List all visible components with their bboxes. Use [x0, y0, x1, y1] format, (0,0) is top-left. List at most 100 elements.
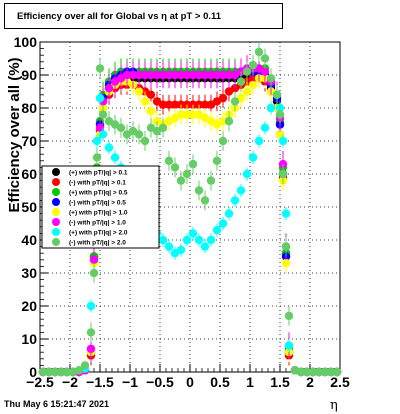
- data-point: [74, 366, 84, 375]
- data-point: [122, 70, 132, 80]
- data-point: [260, 54, 270, 63]
- timestamp: Thu May 6 15:21:47 2021: [4, 399, 110, 409]
- data-point: [332, 367, 342, 377]
- data-point: [95, 64, 105, 73]
- data-point: [182, 70, 192, 80]
- data-point: [194, 235, 204, 245]
- data-point: [326, 367, 336, 377]
- data-point: [200, 196, 210, 205]
- data-point: [158, 100, 168, 109]
- data-point: [128, 70, 138, 80]
- data-point: [146, 90, 156, 100]
- data-point: [248, 80, 258, 90]
- legend-marker: [52, 198, 60, 206]
- chart-title: Efficiency over all for Global vs η at p…: [4, 3, 283, 29]
- data-point: [254, 47, 264, 57]
- data-point: [164, 156, 174, 165]
- data-point: [170, 163, 180, 172]
- x-tick-label: −1.5: [86, 374, 114, 390]
- data-point: [194, 186, 204, 195]
- data-point: [242, 87, 252, 96]
- y-tick-label: 90: [21, 67, 37, 83]
- x-tick-label: 0.5: [210, 374, 230, 390]
- data-point: [278, 136, 288, 146]
- data-point: [92, 153, 102, 162]
- data-point: [152, 70, 162, 80]
- data-point: [218, 136, 228, 146]
- data-point: [254, 136, 264, 146]
- data-point: [140, 70, 150, 80]
- x-tick-label: 1: [246, 374, 254, 390]
- data-point: [140, 136, 150, 146]
- data-point: [164, 70, 174, 80]
- data-point: [275, 110, 285, 119]
- data-point: [212, 225, 222, 235]
- data-point: [314, 367, 324, 377]
- x-tick-label: −2.5: [26, 374, 54, 390]
- x-tick-label: 2.5: [330, 374, 350, 390]
- data-point: [206, 70, 216, 80]
- data-point: [86, 301, 96, 311]
- data-point: [188, 229, 198, 238]
- data-point: [206, 235, 216, 245]
- data-point: [134, 130, 144, 139]
- y-axis-label: Efficiency over all (%): [6, 57, 23, 213]
- legend-entry: (+) with pT/|q| > 0.5: [69, 190, 128, 197]
- data-point: [260, 123, 270, 132]
- data-point: [182, 110, 192, 119]
- data-point: [104, 84, 114, 93]
- data-point: [248, 60, 258, 70]
- data-point: [176, 70, 186, 80]
- data-point: [182, 169, 192, 179]
- x-tick-label: 0: [186, 374, 194, 390]
- data-point: [170, 70, 180, 80]
- data-point: [89, 268, 99, 278]
- data-point: [95, 93, 105, 103]
- legend-marker: [52, 188, 60, 196]
- legend-entry: (-) with pT/|q| > 1.0: [69, 220, 126, 227]
- data-point: [158, 123, 168, 132]
- data-point: [110, 153, 120, 162]
- data-markers: [38, 42, 342, 377]
- legend-entry: (+) with pT/|q| > 1.0: [69, 210, 128, 217]
- data-point: [206, 176, 216, 185]
- y-tick-label: 80: [21, 100, 37, 116]
- data-point: [188, 70, 198, 80]
- y-tick-label: 40: [21, 232, 37, 248]
- x-tick-label: 2: [306, 374, 314, 390]
- data-point: [44, 367, 54, 377]
- data-point: [308, 367, 318, 377]
- data-point: [164, 100, 174, 109]
- data-point: [200, 70, 210, 80]
- data-point: [80, 361, 90, 370]
- data-point: [266, 74, 276, 83]
- data-point: [95, 123, 105, 132]
- data-point: [272, 90, 282, 100]
- data-point: [281, 242, 291, 251]
- y-tick-label: 20: [21, 298, 37, 314]
- legend-marker: [52, 208, 60, 216]
- data-point: [320, 367, 330, 377]
- data-point: [248, 153, 258, 162]
- legend-entry: (+) with pT/|q| > 0.1: [69, 170, 128, 177]
- data-point: [212, 70, 222, 80]
- data-point: [146, 107, 156, 116]
- data-point: [38, 367, 48, 377]
- data-point: [275, 130, 285, 139]
- legend-marker: [52, 168, 60, 176]
- data-point: [218, 219, 228, 228]
- data-point: [188, 110, 198, 119]
- data-point: [200, 242, 210, 251]
- data-point: [212, 156, 222, 165]
- data-point: [224, 70, 234, 80]
- y-tick-label: 60: [21, 166, 37, 182]
- y-tick-label: 30: [21, 265, 37, 281]
- data-point: [194, 70, 204, 80]
- data-point: [296, 367, 306, 377]
- data-point: [176, 176, 186, 185]
- legend-entry: (-) with pT/|q| > 0.1: [69, 180, 126, 187]
- data-point: [176, 110, 186, 119]
- data-point: [140, 97, 150, 106]
- data-point: [86, 328, 96, 337]
